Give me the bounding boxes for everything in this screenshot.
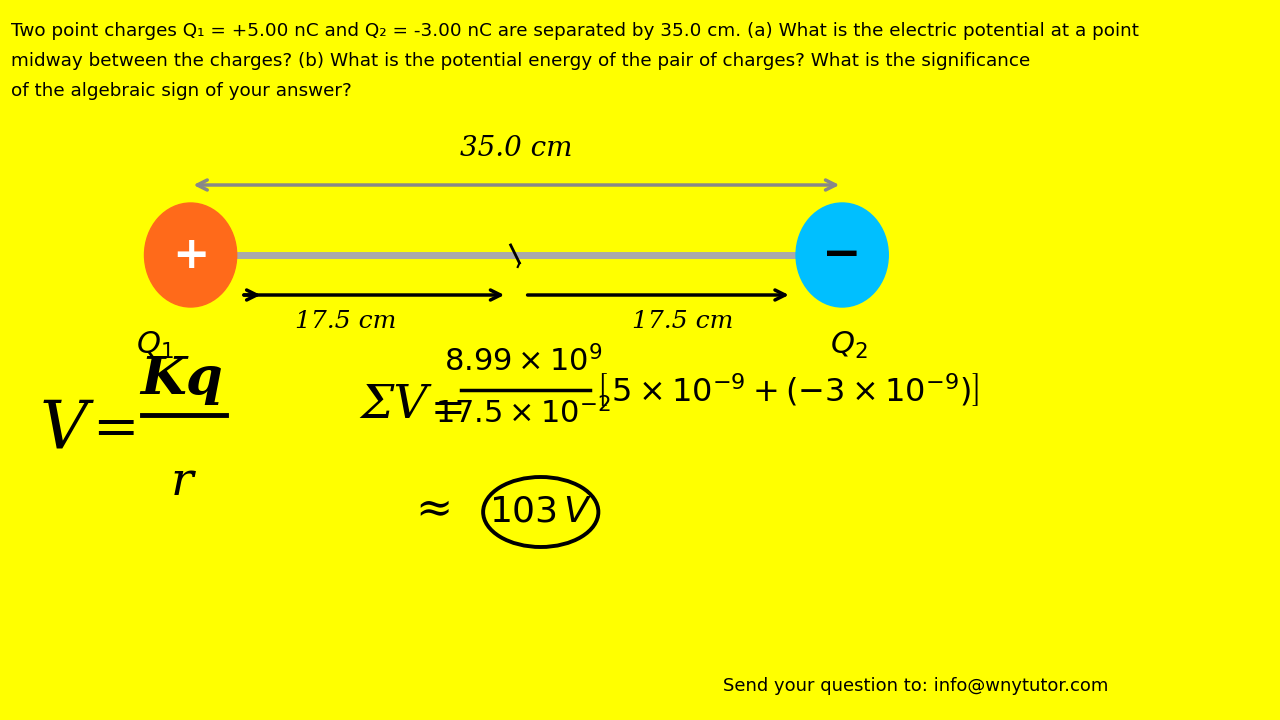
Text: 35.0 cm: 35.0 cm — [460, 135, 572, 162]
Text: $\mathit{103\,V}$: $\mathit{103\,V}$ — [489, 495, 593, 529]
Text: V: V — [40, 397, 88, 463]
Ellipse shape — [796, 203, 888, 307]
Text: 17.5 cm: 17.5 cm — [632, 310, 733, 333]
Text: $\left[\,5\times10^{-9}+\left(-3\times10^{-9}\right)\right]$: $\left[\,5\times10^{-9}+\left(-3\times10… — [595, 372, 979, 409]
Text: 17.5 cm: 17.5 cm — [296, 310, 397, 333]
Ellipse shape — [145, 203, 237, 307]
Text: =: = — [430, 389, 465, 431]
Text: $8.99\times10^{9}$: $8.99\times10^{9}$ — [444, 346, 603, 378]
Text: $Q_1$: $Q_1$ — [136, 330, 174, 361]
Text: +: + — [172, 233, 210, 276]
Text: of the algebraic sign of your answer?: of the algebraic sign of your answer? — [10, 82, 352, 100]
Text: $Q_2$: $Q_2$ — [831, 330, 868, 361]
Text: −: − — [822, 233, 861, 277]
Text: Send your question to: info@wnytutor.com: Send your question to: info@wnytutor.com — [723, 677, 1108, 695]
Text: ≈: ≈ — [416, 488, 453, 531]
Text: midway between the charges? (b) What is the potential energy of the pair of char: midway between the charges? (b) What is … — [10, 52, 1030, 70]
Text: Kq: Kq — [141, 354, 223, 405]
Text: =: = — [92, 402, 138, 457]
Text: $17.5\times10^{-2}$: $17.5\times10^{-2}$ — [435, 398, 611, 431]
Text: Two point charges Q₁ = +5.00 nC and Q₂ = -3.00 nC are separated by 35.0 cm. (a) : Two point charges Q₁ = +5.00 nC and Q₂ =… — [10, 22, 1139, 40]
Text: ΣV: ΣV — [361, 382, 429, 428]
Text: r: r — [170, 460, 193, 505]
